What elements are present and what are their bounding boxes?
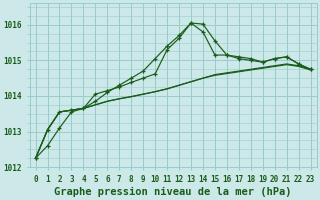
X-axis label: Graphe pression niveau de la mer (hPa): Graphe pression niveau de la mer (hPa) [54, 186, 292, 197]
